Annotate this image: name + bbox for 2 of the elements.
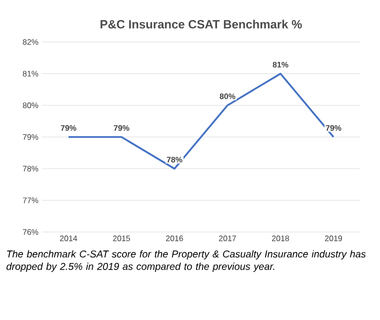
text: The benchmark C-SAT score for the Property & Casualty Insurance industry has dropped by 2.5% in 2019 as compared to the previous year. [6,250,366,272]
chart-title: P&C Insurance CSAT Benchmark % [100,20,302,28]
